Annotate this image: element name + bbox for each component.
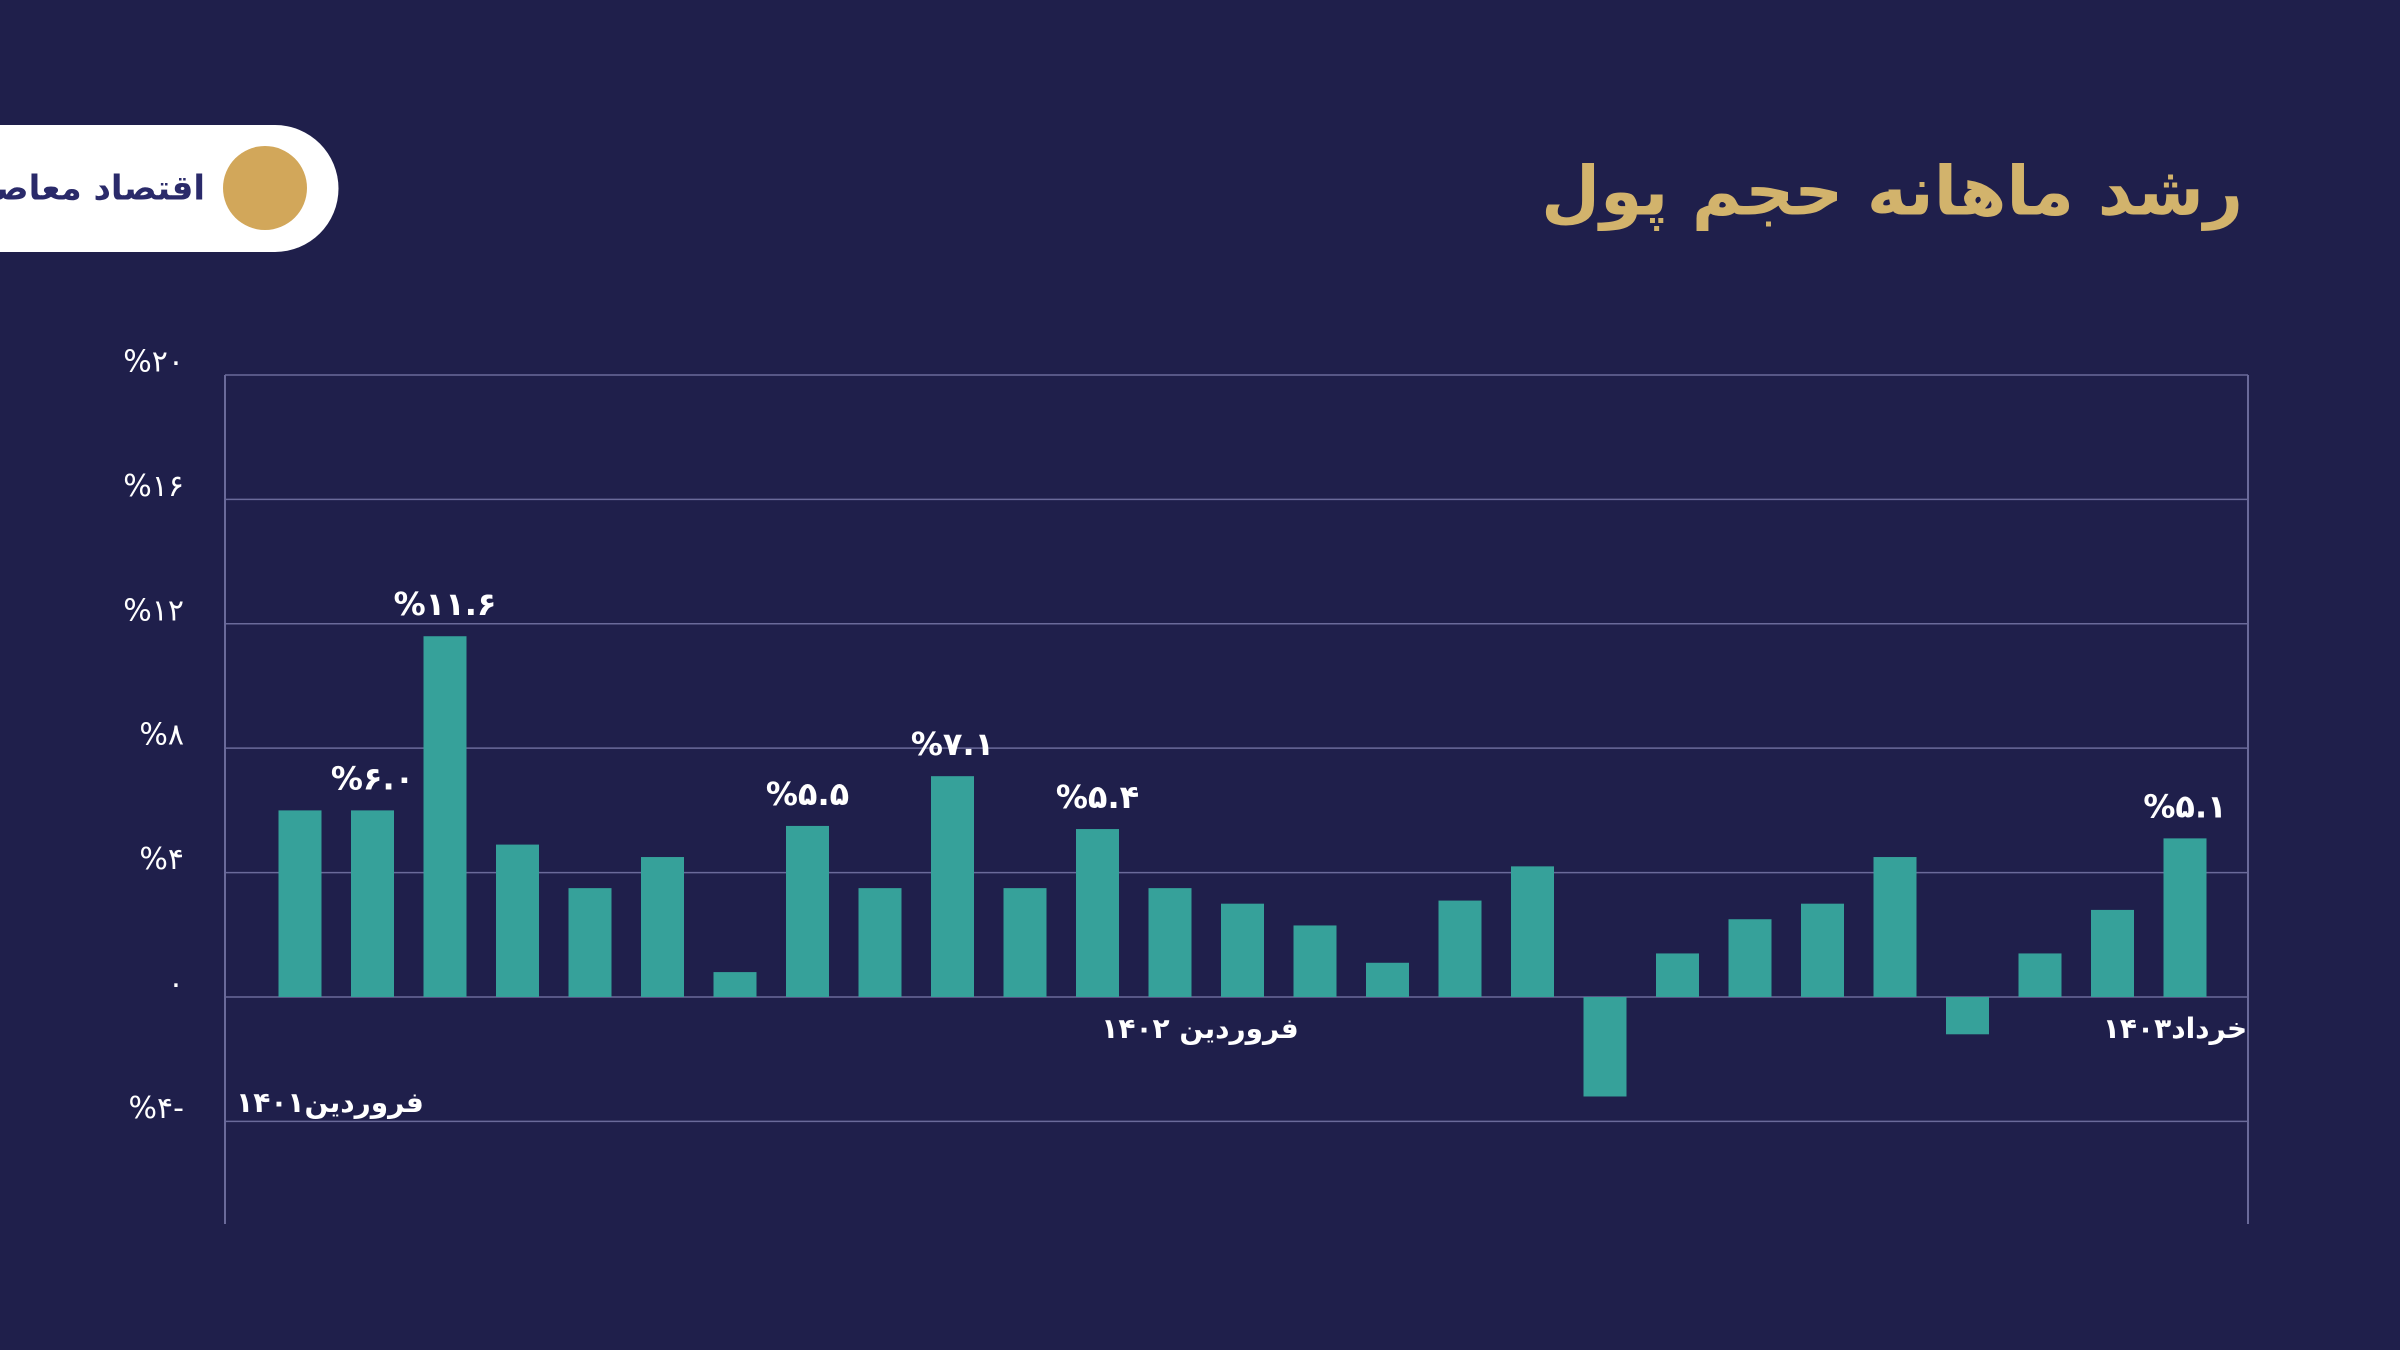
x-tick-label: فروردین۱۴۰۱	[236, 1086, 424, 1119]
bar	[1003, 888, 1047, 997]
bar	[1366, 962, 1409, 997]
bar	[2163, 838, 2207, 997]
bar	[351, 810, 394, 997]
bar	[496, 844, 539, 997]
bar	[1656, 953, 1699, 997]
y-tick-label: ۰	[168, 966, 184, 1001]
data-label: %۵.۴	[1056, 778, 1139, 816]
y-tick-label: %۱۲	[123, 593, 184, 628]
bar	[278, 810, 322, 997]
data-label: %۵.۵	[766, 775, 849, 813]
y-tick-label: %۸	[139, 718, 184, 753]
bar	[858, 888, 902, 997]
bar	[786, 825, 829, 997]
bar	[1293, 925, 1337, 997]
bar	[1076, 829, 1119, 997]
data-label: %۱۱.۶	[394, 585, 497, 623]
bar	[1946, 996, 1989, 1035]
bar	[568, 888, 612, 997]
bar	[1583, 996, 1627, 1097]
x-tick-label: فروردین ۱۴۰۲	[1101, 1012, 1298, 1045]
logo-icon	[223, 146, 307, 230]
y-tick-label: %۱۶	[123, 469, 184, 504]
bar	[641, 857, 684, 997]
y-tick-label: %۴-	[129, 1091, 184, 1126]
data-label: %۵.۱	[2143, 787, 2226, 825]
bar	[1148, 888, 1192, 997]
bar	[1801, 903, 1844, 997]
bar	[1511, 866, 1554, 997]
bar	[931, 776, 974, 997]
x-tick-label: خرداد۱۴۰۳	[2103, 1012, 2247, 1045]
bar	[1873, 857, 1917, 997]
bar	[1438, 900, 1482, 997]
chart-title: رشد ماهانه حجم پول	[1541, 153, 2243, 232]
data-label: %۶.۰	[331, 759, 414, 797]
data-label: %۷.۱	[911, 725, 994, 763]
bar	[2091, 909, 2134, 997]
bar	[2018, 953, 2062, 997]
bar	[1221, 903, 1264, 997]
y-tick-label: %۲۰	[123, 345, 184, 380]
bar	[423, 636, 467, 997]
bar	[713, 972, 757, 997]
bar	[1728, 919, 1772, 997]
y-tick-label: %۴	[139, 842, 184, 877]
